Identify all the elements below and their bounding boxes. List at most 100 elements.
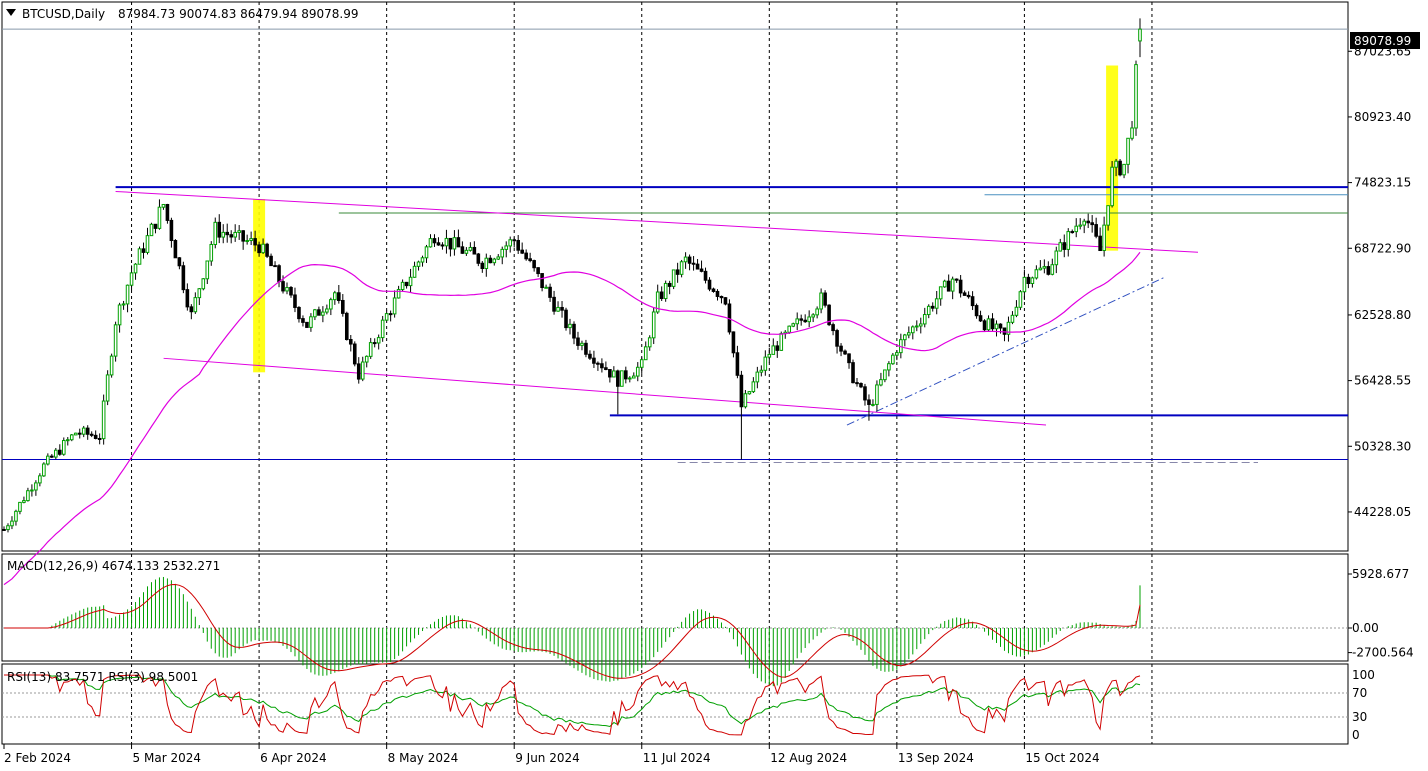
candle-body [1014, 306, 1019, 316]
ohlc-readout: 87984.73 90074.83 86479.94 89078.99 [118, 7, 358, 21]
candle-body [914, 325, 919, 328]
candle-body [153, 223, 158, 229]
candle-body [26, 490, 30, 502]
candle-body [759, 369, 764, 373]
current-price-label: 89078.99 [1354, 34, 1411, 48]
candle-body [600, 363, 604, 369]
candle-body [675, 269, 680, 275]
candle-body [217, 221, 222, 238]
candle-body [580, 342, 584, 346]
candle-body [249, 238, 253, 242]
rising-trendline [846, 277, 1165, 426]
rsi-panel[interactable] [1, 663, 1349, 745]
candle-body [751, 381, 756, 393]
candle-body [1130, 127, 1134, 139]
candle-body [313, 309, 317, 318]
candle-body [265, 243, 269, 257]
candle-body [974, 305, 979, 317]
candle-body [2, 528, 6, 531]
candle-body [18, 501, 22, 512]
candle-body [484, 257, 489, 270]
macd-panel[interactable] [1, 553, 1349, 662]
candle-body [528, 258, 532, 262]
time-label: 12 Aug 2024 [770, 751, 847, 765]
candle-body [659, 291, 664, 300]
ma-line [3, 251, 1141, 586]
candle-body [687, 256, 692, 264]
candle-body [986, 318, 991, 331]
candle-body [229, 234, 233, 238]
time-label: 11 Jul 2024 [643, 751, 711, 765]
candle-body [815, 308, 819, 316]
candle-body [1034, 269, 1039, 279]
price-label: 80923.40 [1354, 110, 1411, 124]
rsi13-line [4, 674, 1141, 728]
time-axis: 2 Feb 2024 5 Mar 2024 6 Apr 2024 8 May 2024… [3, 744, 1100, 765]
price-label: 62528.80 [1354, 308, 1411, 322]
candle-body [42, 463, 46, 477]
candle-body [392, 297, 397, 315]
candle-body [799, 318, 803, 321]
candle-body [620, 370, 624, 387]
candle-body [476, 253, 481, 264]
candle-body [982, 320, 987, 331]
candle-body [938, 286, 943, 300]
candle-body [1046, 266, 1051, 275]
candle-body [1106, 205, 1110, 226]
candle-body [576, 337, 580, 346]
rsi3-line [4, 674, 1141, 736]
candle-body [1062, 242, 1067, 250]
candle-body [157, 206, 162, 229]
price-label: 68722.90 [1354, 241, 1411, 255]
candle-body [321, 311, 325, 316]
macd-axis-label: 0.00 [1352, 621, 1379, 635]
candle-body [604, 367, 608, 371]
candle-body [544, 286, 548, 289]
price-axis: 87023.65 80923.40 74823.15 68722.90 62528.80… [1348, 44, 1411, 519]
moving-average [3, 251, 1141, 586]
candle-body [305, 321, 309, 328]
dropdown-triangle-icon[interactable] [6, 9, 16, 16]
candle-body [420, 257, 425, 263]
candle-body [54, 449, 58, 458]
candle-body [699, 268, 704, 272]
candle-body [922, 314, 927, 325]
candle-body [1138, 28, 1142, 42]
candle-body [301, 318, 305, 323]
candle-body [281, 281, 285, 292]
candle-body [165, 203, 170, 221]
candle-body [456, 237, 461, 248]
macd-axis-label: -2700.564 [1352, 646, 1414, 660]
candle-body [608, 369, 612, 378]
candle-body [723, 297, 728, 305]
candle-body [6, 525, 10, 531]
candle-body [364, 355, 369, 363]
candle-body [572, 323, 576, 339]
candle-body [289, 286, 293, 296]
candle-body [663, 282, 668, 300]
candle-body [440, 244, 445, 247]
candle-body [145, 235, 150, 253]
candle-body [448, 237, 453, 250]
candle-body [185, 289, 190, 308]
candle-body [667, 282, 672, 287]
rsi-series [2, 674, 1348, 736]
candle-body [1006, 321, 1011, 335]
candle-body [1050, 264, 1055, 275]
candle-body [1078, 224, 1083, 227]
candle-body [273, 265, 277, 268]
candle-body [592, 357, 596, 364]
candle-body [819, 292, 823, 310]
candle-body [926, 305, 931, 316]
candle-body [14, 510, 18, 522]
candle-body [627, 377, 632, 380]
candle-body [1030, 277, 1035, 284]
candle-body [1042, 266, 1047, 269]
candle-body [616, 370, 620, 387]
yellow-highlights [253, 65, 1119, 373]
candle-body [133, 263, 138, 274]
candle-body [863, 386, 867, 401]
candle-body [879, 379, 883, 386]
time-label: 6 Apr 2024 [260, 751, 327, 765]
